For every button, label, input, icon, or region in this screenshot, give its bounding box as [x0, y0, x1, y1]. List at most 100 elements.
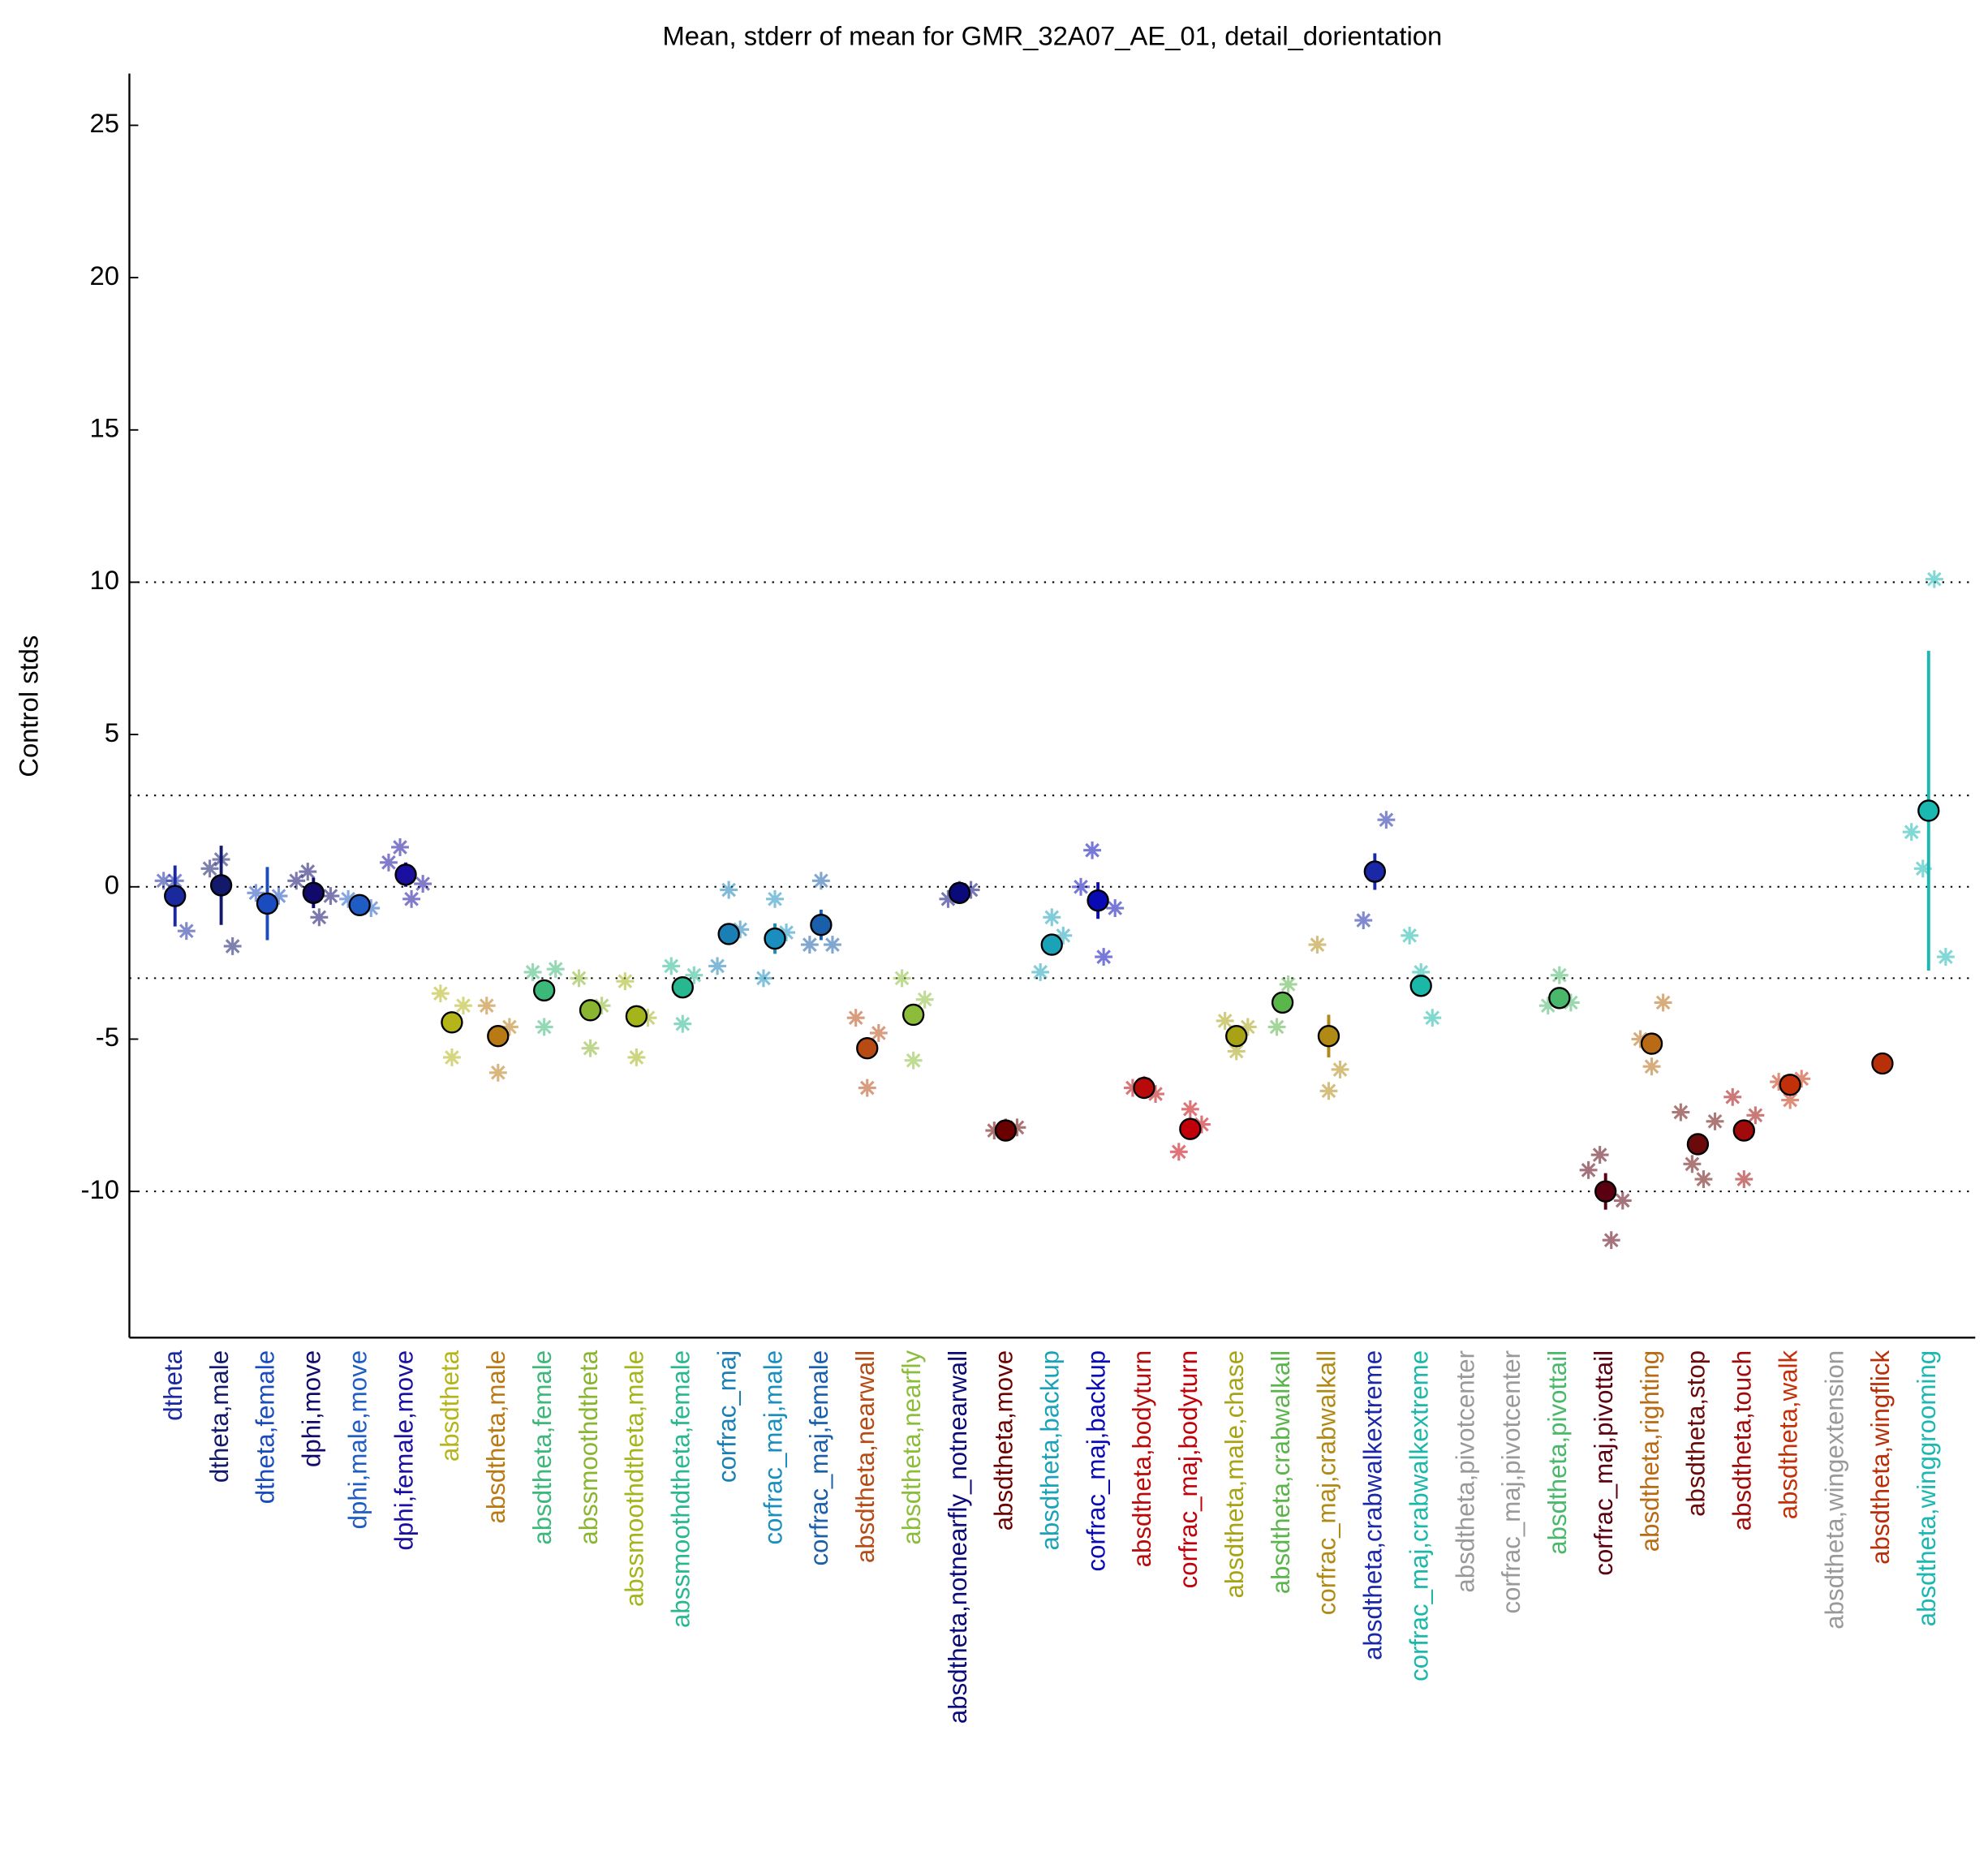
replicate-point [1770, 1073, 1788, 1091]
mean-point [1640, 1032, 1663, 1055]
replicate-point [1538, 997, 1557, 1015]
replicate-point [391, 838, 409, 856]
replicate-point [720, 880, 738, 899]
mean-point [1548, 987, 1571, 1010]
replicate-point [1561, 993, 1580, 1012]
replicate-point [685, 966, 704, 984]
replicate-point [581, 1039, 600, 1057]
replicate-point [858, 1079, 876, 1097]
x-tick-label: corfrac_maj,male [759, 1350, 787, 1545]
replicate-point [321, 887, 340, 905]
replicate-point [1550, 966, 1568, 984]
replicate-point [1746, 1106, 1765, 1125]
replicate-point [570, 969, 588, 988]
mean-point [1363, 860, 1387, 883]
replicate-point [431, 984, 450, 1003]
replicate-point [1095, 948, 1113, 967]
x-tick-label: dphi,male,move [343, 1350, 372, 1530]
replicate-point [402, 889, 421, 908]
mean-point [209, 874, 233, 897]
replicate-point [1227, 1042, 1246, 1061]
y-tick-label: -10 [81, 1174, 119, 1204]
x-tick-label: absdtheta,bodyturn [1128, 1350, 1156, 1567]
mean-point [810, 914, 833, 936]
y-tick-label: 10 [89, 565, 118, 595]
replicate-point [1735, 1170, 1753, 1189]
replicate-point [1216, 1012, 1234, 1030]
replicate-point [1169, 1143, 1188, 1161]
replicate-point [1781, 1091, 1800, 1109]
mean-point [1179, 1117, 1202, 1140]
x-tick-label: corfrac_maj,pivottail [1590, 1350, 1618, 1576]
mean-point [348, 893, 371, 916]
x-tick-label: dphi,female,move [389, 1350, 418, 1551]
replicate-point [962, 880, 980, 899]
x-tick-label: absdtheta,nearwall [851, 1350, 880, 1563]
x-tick-label: corfrac_maj,crabwalkextreme [1405, 1350, 1433, 1681]
mean-point [671, 975, 694, 999]
y-tick-label: 5 [105, 717, 119, 747]
replicate-point [1902, 823, 1921, 842]
replicate-point [1192, 1115, 1211, 1134]
replicate-point [1083, 841, 1102, 859]
replicate-point [1008, 1118, 1026, 1137]
x-tick-label: dtheta [159, 1350, 187, 1420]
replicate-point [1423, 1009, 1442, 1027]
mean-point [1317, 1025, 1340, 1048]
mean-point [717, 923, 740, 945]
replicate-point [755, 969, 772, 988]
x-tick-label: absdtheta,male [482, 1350, 510, 1524]
y-tick-label: 20 [89, 260, 118, 291]
x-tick-label: corfrac_maj,backup [1082, 1350, 1110, 1572]
x-tick-label: absdtheta,crabwalkextreme [1359, 1350, 1388, 1660]
replicate-point [546, 960, 565, 979]
x-tick-label: absdtheta,walk [1774, 1350, 1802, 1520]
replicate-point [1602, 1231, 1620, 1250]
mean-point [302, 881, 325, 904]
x-tick-label: absdtheta,stop [1682, 1350, 1710, 1517]
x-tick-label: abssmoothdtheta [574, 1350, 603, 1544]
replicate-point [154, 872, 173, 890]
replicate-point [380, 853, 398, 872]
mean-point [1732, 1119, 1755, 1142]
x-tick-label: abssmoothdtheta,male [621, 1350, 649, 1607]
replicate-point [939, 889, 957, 908]
mean-point [394, 863, 417, 886]
mean-point [1271, 991, 1294, 1014]
replicate-point [1106, 899, 1125, 918]
y-tick-label: 0 [105, 869, 119, 899]
mean-point [901, 1003, 925, 1027]
replicate-point [1694, 1170, 1713, 1189]
replicate-point [1706, 1112, 1724, 1130]
replicate-point [1308, 936, 1327, 954]
replicate-point [339, 889, 358, 908]
x-tick-label: corfrac_maj,bodyturn [1174, 1350, 1203, 1588]
replicate-point [1579, 1160, 1598, 1179]
x-tick-label: absdtheta,male,chase [1220, 1350, 1249, 1599]
replicate-point [1147, 1085, 1164, 1103]
x-tick-label: absdtheta,backup [1035, 1350, 1064, 1551]
replicate-point [1043, 908, 1061, 927]
replicate-point [777, 924, 796, 942]
replicate-point [1123, 1079, 1142, 1097]
replicate-point [247, 884, 265, 902]
x-tick-label: absdtheta,pivotcenter [1451, 1350, 1479, 1593]
replicate-point [1613, 1191, 1632, 1210]
replicate-point [639, 1009, 657, 1027]
x-tick-label: corfrac_maj,crabwalkall [1313, 1350, 1341, 1615]
mean-point [856, 1037, 879, 1060]
replicate-point [1672, 1103, 1690, 1122]
replicate-point [708, 957, 727, 975]
mean-point [1871, 1052, 1894, 1075]
x-tick-label: dtheta,female [252, 1350, 280, 1504]
mean-point [1225, 1025, 1248, 1048]
x-tick-label: absdtheta,notnearfly_notnearwall [944, 1350, 972, 1724]
mean-point [1133, 1076, 1155, 1100]
replicate-point [442, 1048, 461, 1066]
replicate-point [477, 997, 496, 1015]
mean-point [1409, 975, 1432, 997]
replicate-point [1723, 1087, 1742, 1106]
chart-title: Mean, stderr of mean for GMR_32A07_AE_01… [662, 21, 1442, 51]
x-tick-label: absdtheta,pivottail [1543, 1350, 1572, 1555]
mean-point [1594, 1180, 1617, 1203]
